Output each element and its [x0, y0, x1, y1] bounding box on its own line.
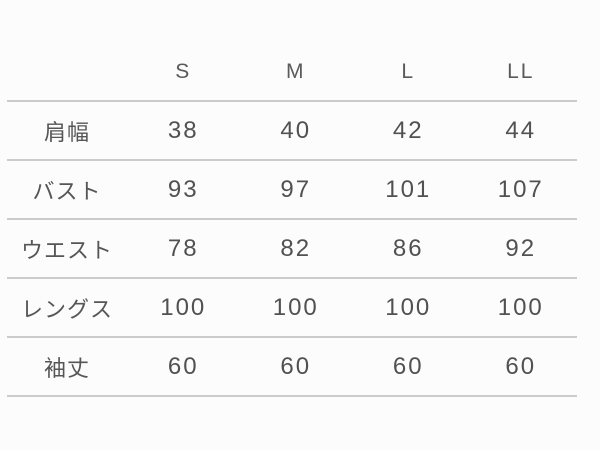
table-cell: 38 [167, 116, 199, 144]
table-cell: 93 [167, 175, 199, 203]
table-cell: 100 [497, 293, 544, 321]
table-cell: 101 [385, 175, 432, 203]
corner-cell [7, 43, 127, 101]
table-row-sleeve-length: 袖丈 60 60 60 60 [7, 337, 577, 396]
table-row-shoulder-width: 肩幅 38 40 42 44 [7, 101, 577, 160]
row-label: 肩幅 [43, 119, 90, 145]
column-header-ll: LL [507, 59, 535, 83]
table-cell: 107 [497, 175, 544, 203]
table-cell: 60 [280, 352, 312, 380]
table-row-length: レングス 100 100 100 100 [7, 278, 577, 337]
table-cell: 60 [392, 352, 424, 380]
row-label: バスト [32, 178, 102, 204]
table-cell: 82 [280, 234, 312, 262]
header-row: S M L LL [7, 43, 577, 101]
table-cell: 86 [392, 234, 424, 262]
table-cell: 44 [505, 116, 537, 144]
table-cell: 60 [167, 352, 199, 380]
table-cell: 92 [505, 234, 537, 262]
size-chart-table: S M L LL 肩幅 38 40 42 44 バスト 93 97 101 10… [7, 43, 577, 397]
column-header-l: L [401, 59, 416, 83]
table-cell: 100 [385, 293, 432, 321]
table-cell: 100 [160, 293, 207, 321]
table-cell: 100 [272, 293, 319, 321]
row-label: レングス [20, 296, 113, 322]
row-label: ウエスト [20, 237, 113, 263]
table-cell: 78 [167, 234, 199, 262]
column-header-s: S [175, 59, 192, 83]
column-header-m: M [286, 59, 306, 83]
table-cell: 40 [280, 116, 312, 144]
table-cell: 42 [392, 116, 424, 144]
row-label: 袖丈 [43, 355, 90, 381]
table-row-bust: バスト 93 97 101 107 [7, 160, 577, 219]
table-cell: 60 [505, 352, 537, 380]
table-row-waist: ウエスト 78 82 86 92 [7, 219, 577, 278]
table-cell: 97 [280, 175, 312, 203]
